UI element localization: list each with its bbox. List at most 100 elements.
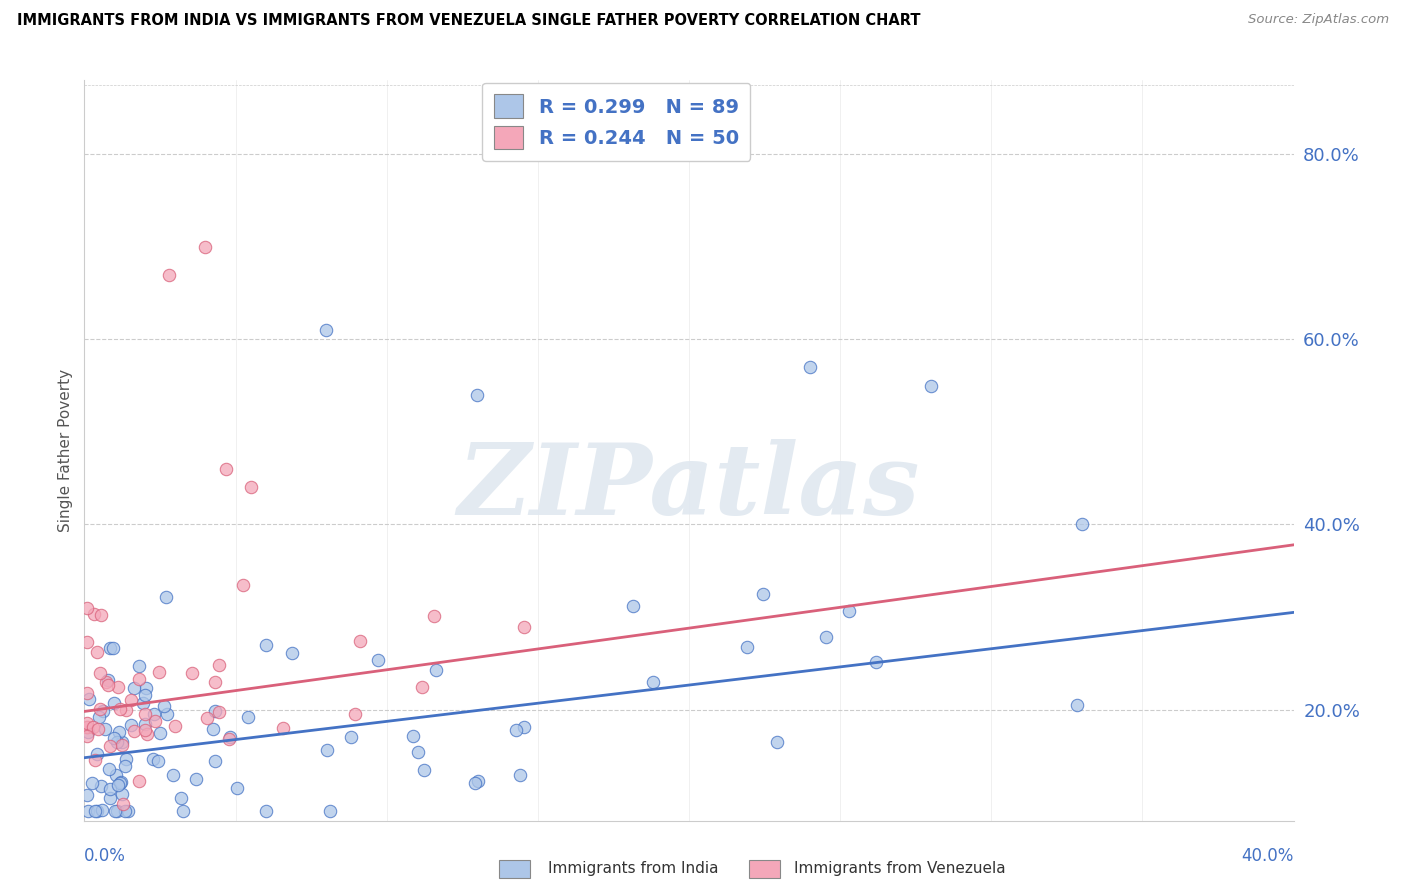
Point: [84, 753, 107, 767]
Point: [77, 692, 100, 706]
Point: [157, 268, 180, 282]
Point: [111, 735, 134, 749]
Point: [349, 633, 371, 648]
Point: [920, 378, 942, 392]
Point: [98, 781, 121, 796]
Point: [467, 388, 489, 402]
Point: [76, 601, 98, 615]
Point: [181, 666, 204, 681]
Point: [156, 707, 179, 722]
Point: [89, 702, 111, 716]
Point: [505, 723, 527, 738]
Point: [239, 480, 262, 494]
Point: [103, 731, 125, 745]
Point: [110, 775, 132, 789]
Point: [115, 752, 138, 766]
Point: [86, 747, 108, 762]
Point: [142, 752, 165, 766]
Point: [97, 673, 120, 687]
Point: [117, 805, 139, 819]
Point: [215, 462, 238, 476]
Point: [340, 730, 363, 744]
Point: [87, 710, 110, 724]
Point: [195, 711, 218, 725]
Point: [105, 734, 128, 748]
Point: [90, 607, 112, 622]
Point: [641, 675, 664, 690]
Point: [1066, 698, 1088, 713]
Point: [122, 723, 145, 738]
Point: [76, 720, 98, 734]
Point: [204, 675, 226, 690]
Point: [98, 790, 121, 805]
Text: ZIPatlas: ZIPatlas: [458, 439, 920, 536]
Point: [112, 797, 135, 811]
Point: [236, 710, 259, 724]
Point: [82, 775, 104, 789]
Text: IMMIGRANTS FROM INDIA VS IMMIGRANTS FROM VENEZUELA SINGLE FATHER POVERTY CORRELA: IMMIGRANTS FROM INDIA VS IMMIGRANTS FROM…: [17, 13, 921, 29]
Point: [512, 620, 534, 634]
Point: [104, 768, 127, 782]
Point: [97, 678, 120, 692]
Point: [90, 779, 112, 793]
Point: [77, 725, 100, 739]
Point: [82, 720, 104, 734]
Point: [194, 240, 217, 254]
Point: [135, 681, 157, 696]
Point: [226, 780, 249, 795]
Point: [153, 699, 176, 714]
Point: [89, 666, 111, 681]
Point: [219, 730, 242, 744]
Point: [735, 640, 758, 654]
Point: [149, 726, 172, 740]
Point: [128, 659, 150, 673]
Point: [91, 704, 114, 718]
Point: [464, 775, 486, 789]
Point: [77, 805, 100, 819]
Point: [96, 675, 118, 690]
Point: [84, 805, 107, 819]
Point: [120, 718, 142, 732]
Point: [104, 805, 127, 819]
Point: [162, 768, 184, 782]
Point: [108, 776, 131, 790]
Point: [136, 727, 159, 741]
Point: [765, 735, 787, 749]
Point: [281, 646, 304, 660]
Point: [838, 604, 860, 618]
Point: [114, 805, 136, 819]
Point: [98, 763, 121, 777]
Point: [143, 707, 166, 722]
Point: [799, 360, 821, 375]
Point: [367, 652, 389, 666]
Point: [208, 705, 231, 719]
Point: [155, 591, 177, 605]
Point: [87, 722, 110, 736]
Point: [752, 587, 775, 601]
Point: [163, 719, 186, 733]
Point: [103, 696, 125, 710]
Point: [128, 672, 150, 686]
Point: [114, 759, 136, 773]
Point: [124, 681, 146, 695]
Point: [172, 805, 194, 819]
Point: [134, 716, 156, 731]
Point: [91, 803, 114, 817]
Point: [111, 787, 134, 801]
Text: 0.0%: 0.0%: [84, 847, 127, 865]
Point: [232, 578, 254, 592]
Point: [315, 323, 337, 337]
Point: [107, 778, 129, 792]
Text: Source: ZipAtlas.com: Source: ZipAtlas.com: [1249, 13, 1389, 27]
Point: [143, 714, 166, 728]
Point: [422, 609, 444, 624]
Point: [315, 742, 337, 756]
Point: [105, 805, 128, 819]
Point: [411, 680, 433, 694]
Point: [170, 791, 193, 805]
Point: [513, 720, 536, 734]
Text: Immigrants from India: Immigrants from India: [548, 861, 718, 876]
Point: [76, 686, 98, 700]
Point: [103, 641, 125, 656]
Point: [218, 731, 240, 746]
